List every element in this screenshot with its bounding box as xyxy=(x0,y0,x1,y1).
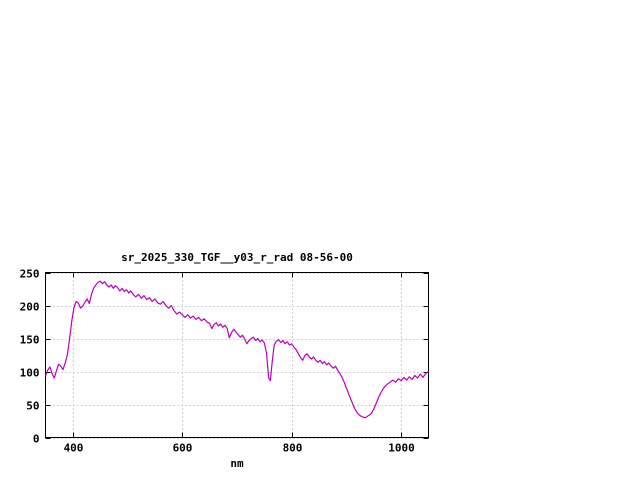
x-tick-label: 600 xyxy=(173,442,193,455)
y-tick-label: 50 xyxy=(26,400,39,413)
x-axis-label: nm xyxy=(230,457,244,470)
x-tick-label: 800 xyxy=(283,442,303,455)
chart-title: sr_2025_330_TGF__y03_r_rad 08-56-00 xyxy=(121,251,353,264)
y-tick-label: 250 xyxy=(20,268,40,281)
y-tick-label: 0 xyxy=(33,433,40,446)
x-tick-label: 1000 xyxy=(388,442,415,455)
plot-border xyxy=(45,272,429,438)
y-tick-label: 100 xyxy=(20,367,40,380)
y-tick-label: 150 xyxy=(20,334,40,347)
x-tick-label: 400 xyxy=(64,442,84,455)
spectral-radiance-line xyxy=(44,280,429,419)
y-tick-label: 200 xyxy=(20,301,40,314)
